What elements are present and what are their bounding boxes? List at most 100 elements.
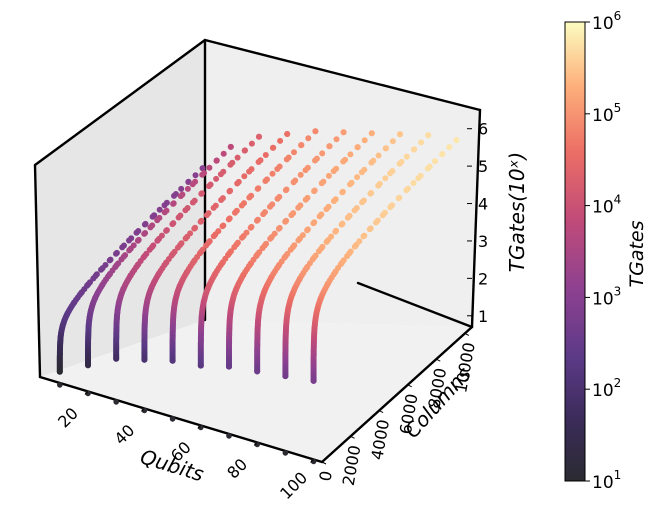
data-point xyxy=(192,172,199,179)
data-point xyxy=(238,202,245,209)
data-point xyxy=(247,224,254,231)
colorbar-tick-label: 102 xyxy=(592,376,621,401)
data-point xyxy=(282,218,289,225)
data-point xyxy=(360,233,367,240)
data-point xyxy=(241,173,248,180)
data-point xyxy=(269,144,276,151)
colorbar-label: TGates xyxy=(626,220,648,287)
data-point xyxy=(395,195,402,202)
data-point xyxy=(354,144,361,151)
data-point xyxy=(262,178,269,184)
data-point xyxy=(316,213,323,220)
x-tick-mark xyxy=(140,408,145,412)
z-tick-label: 2 xyxy=(478,269,488,288)
data-point xyxy=(333,136,340,143)
data-point xyxy=(213,157,220,164)
data-point xyxy=(113,355,120,362)
scatter-points xyxy=(56,128,460,465)
back-pane-right xyxy=(205,40,480,327)
data-point xyxy=(284,131,291,137)
data-point xyxy=(410,146,417,153)
data-point xyxy=(288,212,295,219)
colorbar-tick-base: 10 xyxy=(592,106,614,126)
data-point xyxy=(141,230,148,237)
data-point xyxy=(298,142,305,149)
data-point xyxy=(325,172,332,179)
colorbar-tick-label: 103 xyxy=(592,284,621,309)
data-point xyxy=(315,248,322,255)
z-axis-line xyxy=(470,108,482,329)
data-point xyxy=(387,204,394,211)
data-point xyxy=(154,217,161,224)
y-tick-mark xyxy=(378,410,384,414)
data-point xyxy=(344,214,351,221)
data-point xyxy=(199,171,206,178)
data-point xyxy=(177,193,184,200)
data-point xyxy=(56,368,63,375)
data-point xyxy=(330,168,337,175)
floor-point xyxy=(85,390,91,397)
data-point xyxy=(287,246,294,253)
data-point xyxy=(274,166,281,172)
axes-frame xyxy=(33,38,482,464)
data-point xyxy=(239,234,245,241)
data-point xyxy=(310,220,317,227)
data-point xyxy=(359,199,366,206)
data-point xyxy=(146,246,153,253)
data-point xyxy=(340,158,347,165)
data-point xyxy=(354,174,361,181)
data-point xyxy=(210,204,217,211)
z-tick-label: 3 xyxy=(478,232,488,251)
data-point xyxy=(425,132,432,139)
data-point xyxy=(217,171,224,178)
data-point xyxy=(161,209,168,216)
data-point xyxy=(312,157,318,164)
floor-point xyxy=(113,399,119,405)
z-tick-label: 1 xyxy=(478,307,488,326)
data-point xyxy=(133,229,140,236)
floor-point xyxy=(254,441,260,448)
y-tick-label: 4000 xyxy=(367,418,393,461)
data-point xyxy=(248,140,255,147)
colorbar-tick-exponent: 3 xyxy=(614,284,622,298)
x-tick-label: 40 xyxy=(111,421,139,449)
right-floor-edge xyxy=(356,281,474,329)
data-point xyxy=(323,238,330,245)
data-point xyxy=(302,167,309,174)
floor-point xyxy=(169,416,176,422)
data-point xyxy=(174,244,181,251)
data-point xyxy=(415,175,422,182)
x-tick-mark xyxy=(310,459,314,463)
data-point xyxy=(375,182,382,189)
data-point xyxy=(163,227,170,234)
data-point xyxy=(326,143,333,150)
data-point xyxy=(203,212,210,219)
data-point xyxy=(277,137,284,144)
data-point xyxy=(189,199,196,206)
data-point xyxy=(297,171,304,178)
data-point xyxy=(330,198,337,205)
tgates-axis-ticks: 1 2 3 4 5 6 xyxy=(467,120,488,326)
data-point xyxy=(218,197,225,203)
data-point xyxy=(368,130,375,137)
data-point xyxy=(267,235,274,242)
data-point xyxy=(213,175,220,182)
data-point xyxy=(226,188,233,195)
data-point xyxy=(184,185,191,192)
floor-point xyxy=(310,458,317,465)
y-tick-mark xyxy=(321,461,327,465)
data-point xyxy=(147,224,154,231)
data-point xyxy=(274,195,281,202)
data-point xyxy=(367,190,374,197)
data-point xyxy=(275,225,282,232)
data-point xyxy=(227,143,234,150)
data-point xyxy=(225,216,232,223)
data-point xyxy=(432,158,438,165)
x-tick-label: 100 xyxy=(276,468,311,503)
data-point xyxy=(319,150,326,157)
data-point xyxy=(254,368,261,375)
colorbar-tick-label: 104 xyxy=(592,193,621,218)
data-point xyxy=(347,181,353,188)
floor-point xyxy=(198,424,204,431)
